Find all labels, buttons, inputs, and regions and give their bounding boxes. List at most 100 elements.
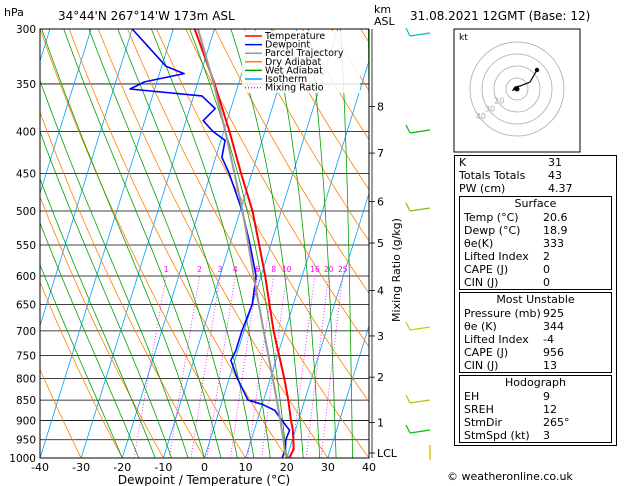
legend-label: Mixing Ratio (265, 83, 324, 94)
hodograph-ring-label: 20 (494, 97, 504, 106)
x-axis-label: Dewpoint / Temperature (°C) (118, 473, 290, 486)
isotherm (327, 324, 369, 458)
temperature-tick-label: 40 (362, 461, 376, 474)
wind-barb-flag (405, 27, 411, 37)
hodograph-title: Hodograph (505, 376, 566, 389)
mixing-ratio-axis-label: Mixing Ratio (g/kg) (390, 218, 403, 322)
wet-adiabat (40, 130, 172, 458)
index-row: K 31 (459, 156, 562, 169)
isotherm (80, 29, 215, 458)
pressure-tick-label: 500 (16, 206, 36, 218)
dry-adiabat (40, 368, 82, 458)
profile-lines (129, 29, 295, 458)
mixing-ratio-line (261, 275, 288, 458)
hodograph-row: StmDir 265° (464, 416, 570, 429)
pressure-tick-label: 350 (16, 79, 36, 91)
wet-adiabat (151, 29, 271, 458)
pressure-tick-label: 550 (16, 240, 36, 252)
height-axis: 8 7 6 5 4 3 2 1 LCL (369, 29, 398, 460)
wind-barb (409, 129, 431, 134)
height-tick-label: 6 (377, 196, 384, 209)
plot-frame (39, 28, 370, 459)
hodograph-section: Hodograph EH 9 SREH 12 StmDir 265° StmSpd (… (459, 375, 612, 443)
height-tick-label: 8 (377, 101, 384, 114)
mixing-ratio-label: 20 (324, 265, 334, 274)
mixing-ratio-label: 25 (338, 265, 348, 274)
hodograph-row: StmSpd (kt) 3 (464, 429, 550, 442)
surface-row: CIN (J) 0 (464, 276, 550, 289)
mixing-ratio-line (168, 275, 200, 458)
mixing-ratio-label: 16 (310, 265, 320, 274)
mixing-ratio-line (190, 275, 221, 458)
mixing-ratio-label: 4 (233, 265, 238, 274)
height-tick-label: 7 (377, 147, 384, 160)
dry-adiabat (272, 29, 369, 191)
mixing-ratio-line (305, 275, 330, 458)
isotherm (40, 29, 92, 195)
hodograph-ring (469, 41, 565, 137)
mixing-ratio-label: 6 (255, 265, 260, 274)
pressure-tick-label: 600 (16, 271, 36, 283)
mixing-ratio-line (133, 275, 167, 458)
pressure-tick-label: 450 (16, 168, 36, 180)
dry-adiabat (68, 29, 288, 458)
mixing-ratio-line (291, 275, 316, 458)
pressure-axis: 300 350 400 450 500 550 600 650 700 750 800 850 900 9… (9, 24, 36, 465)
height-tick-label: 1 (377, 416, 384, 429)
hodograph-ring (505, 77, 529, 101)
height-tick-label: 4 (377, 285, 384, 298)
surface-row: Lifted Index 2 (464, 250, 550, 263)
dry-adiabat (243, 29, 369, 242)
mixing-ratio-label: 8 (271, 265, 276, 274)
temperature-tick-label: -10 (154, 461, 172, 474)
wind-barb-flag (405, 321, 411, 331)
dry-adiabat (127, 29, 369, 458)
background-lines (40, 29, 369, 458)
asl-label: ASL (374, 15, 396, 28)
copyright: © weatheronline.co.uk (447, 470, 573, 483)
series-parcel-trajectory (197, 29, 290, 458)
hodograph-ring-label: 40 (476, 112, 486, 121)
pressure-tick-label: 700 (16, 326, 36, 338)
wet-adiabat (271, 29, 320, 458)
index-row: Totals Totals 43 (459, 169, 562, 182)
mixing-ratio-line (206, 275, 236, 458)
temperature-tick-label: 10 (239, 461, 253, 474)
series-temperature (193, 29, 295, 458)
dry-adiabat (40, 195, 164, 458)
surface-row: Dewp (°C) 18.9 (464, 224, 568, 237)
pressure-tick-label: 1000 (9, 453, 36, 465)
most-unstable-title: Most Unstable (496, 293, 575, 306)
wind-barb-flag (405, 394, 411, 404)
most-unstable-row: CAPE (J) 956 (464, 346, 564, 359)
surface-row: θe(K) 333 (464, 237, 564, 250)
hodograph-trace (511, 69, 538, 91)
mixing-ratio-line (247, 275, 275, 458)
wind-barb (409, 32, 431, 37)
pressure-tick-label: 750 (16, 350, 36, 362)
dry-adiabat (214, 29, 369, 295)
isotherm (286, 191, 369, 458)
series-dewpoint (129, 29, 291, 458)
pressure-tick-label: 300 (16, 24, 36, 36)
most-unstable-row: CIN (J) 13 (464, 359, 557, 372)
legend-label: Temperature (264, 31, 325, 42)
dry-adiabat (40, 281, 123, 458)
wind-barb (409, 429, 431, 434)
indices-table: K 31 Totals Totals 43 PW (cm) 4.37 Surface … (454, 155, 617, 446)
pressure-tick-label: 800 (16, 373, 36, 385)
pressure-tick-label: 950 (16, 435, 36, 447)
legend-label: Dewpoint (265, 40, 310, 51)
location-title: 34°44'N 267°14'W 173m ASL (58, 9, 235, 23)
hodograph-origin (514, 86, 520, 92)
wet-adiabat (40, 263, 123, 458)
temperature-tick-label: 0 (201, 461, 208, 474)
most-unstable-row: Lifted Index -4 (464, 333, 554, 346)
hpa-label: hPa (4, 6, 24, 19)
temperature-tick-label: -40 (31, 461, 49, 474)
wet-adiabat (230, 29, 304, 458)
surface-row: Temp (°C) 20.6 (464, 211, 568, 224)
